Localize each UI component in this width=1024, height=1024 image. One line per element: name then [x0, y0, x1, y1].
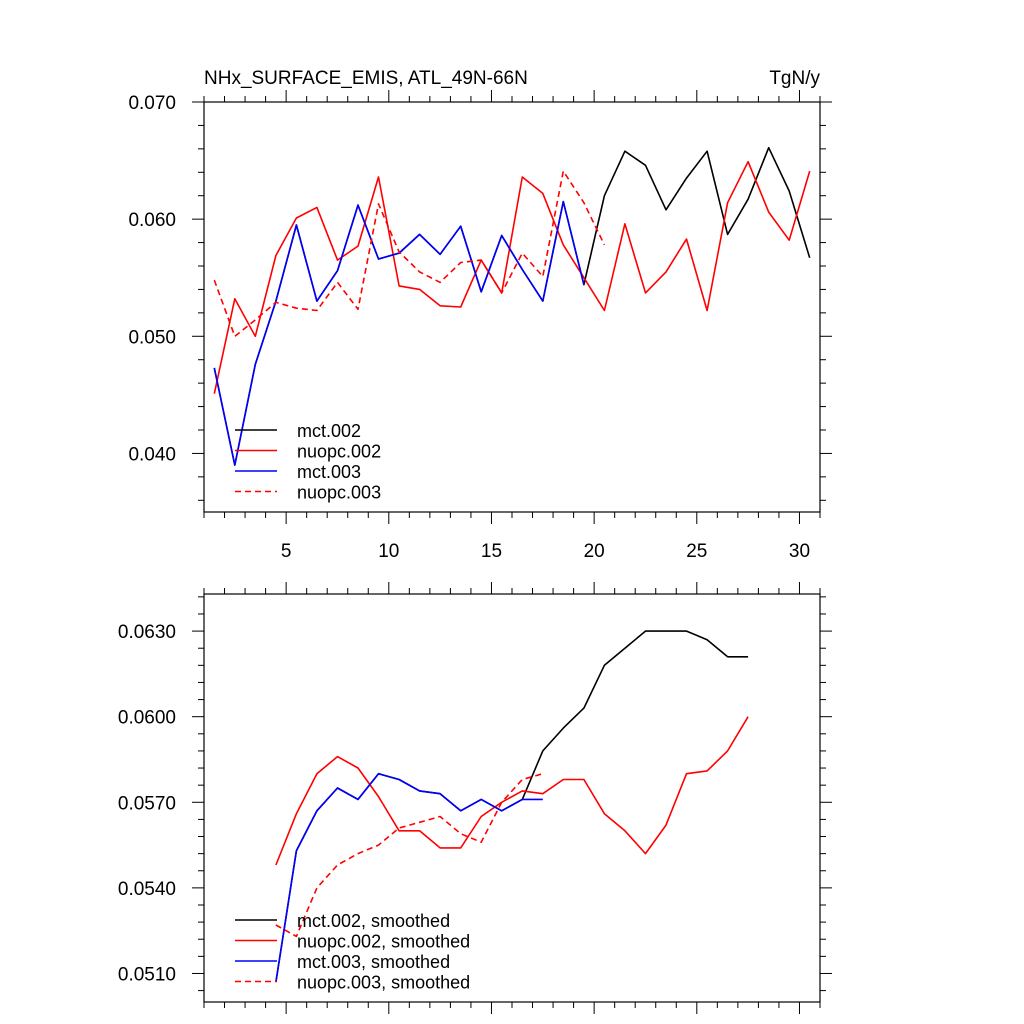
legend-label: nuopc.003, smoothed	[297, 973, 470, 993]
y-tick-label: 0.0570	[118, 793, 176, 814]
legend-label: nuopc.002	[297, 442, 381, 462]
legend-label: mct.002, smoothed	[297, 911, 450, 931]
x-tick-label: 5	[281, 541, 292, 562]
legend-label: nuopc.003	[297, 483, 381, 503]
y-tick-label: 0.0540	[118, 879, 176, 900]
y-tick-label: 0.0630	[118, 622, 176, 643]
x-tick-label: 30	[789, 541, 810, 562]
series-line-nuopc-003	[213, 170, 606, 338]
chart-title: NHx_SURFACE_EMIS, ATL_49N-66N	[204, 68, 528, 89]
x-tick-label: 20	[584, 541, 605, 562]
series-line-nuopc-002	[213, 160, 811, 394]
series-line-mct-002	[213, 146, 811, 466]
y-tick-label: 0.0510	[118, 964, 176, 985]
x-tick-label: 25	[686, 541, 707, 562]
series-line-mct-003-smoothed	[275, 772, 543, 983]
y-tick-label: 0.040	[128, 444, 176, 465]
units-label: TgN/y	[769, 68, 820, 89]
top-panel: 5 10 15 20 25 30 0.040 0.050 0.060 0.070 NHx_SURFA…	[128, 68, 832, 562]
legend-label: mct.003	[297, 462, 361, 482]
x-tick-label: 15	[481, 541, 502, 562]
legend-label: mct.003, smoothed	[297, 952, 450, 972]
series-line-nuopc-002-smoothed	[275, 716, 749, 866]
legend-label: mct.002	[297, 421, 361, 441]
y-tick-label: 0.060	[128, 210, 176, 231]
y-tick-label: 0.070	[128, 93, 176, 114]
legend-label: nuopc.002, smoothed	[297, 932, 470, 952]
y-tick-label: 0.050	[128, 327, 176, 348]
series-line-nuopc-003-smoothed	[275, 772, 544, 938]
y-tick-label: 0.0600	[118, 708, 176, 729]
series-line-mct-003	[213, 200, 585, 466]
bottom-panel: 0.0510 0.0540 0.0570 0.0600 0.0630 mct.002, s…	[118, 582, 832, 1014]
x-tick-label: 10	[378, 541, 399, 562]
